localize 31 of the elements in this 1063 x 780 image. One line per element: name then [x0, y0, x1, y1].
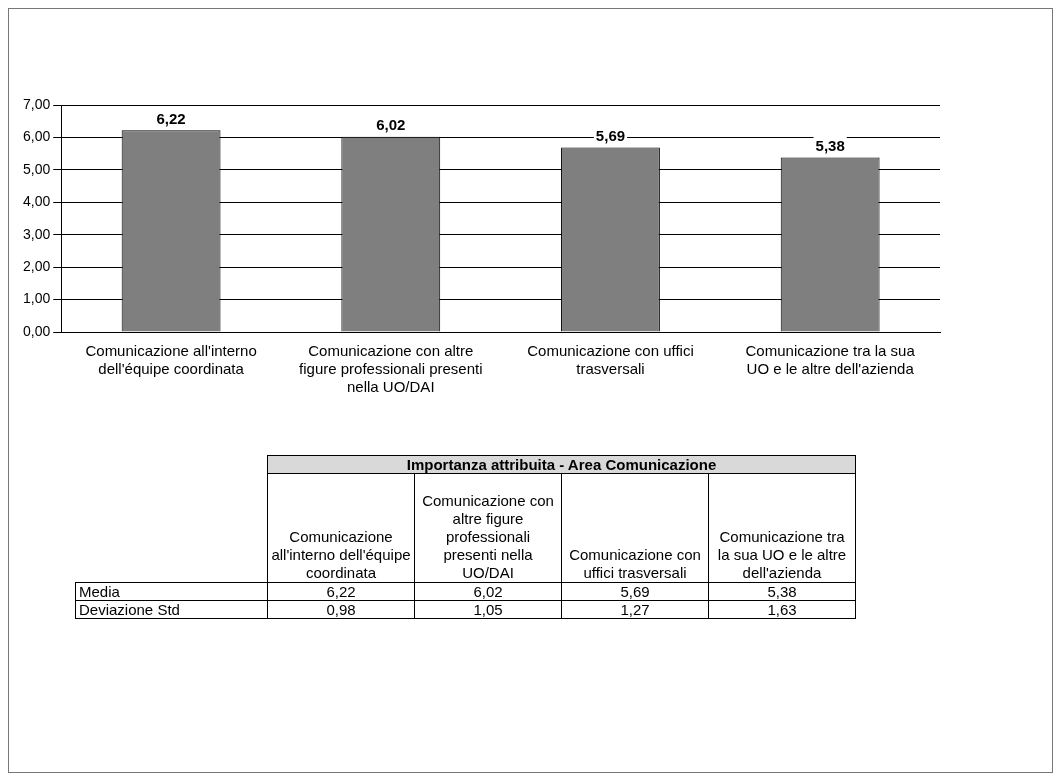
text: Deviazione Std: [75, 600, 268, 619]
text: 1,27: [561, 600, 709, 619]
category-label: Comunicazione con altre figure professionali presenti nella UO/DAI: [422, 492, 554, 581]
x-tick-label: Comunicazione con altre figure professionali presenti nella UO/DAI: [299, 342, 483, 396]
text: 5,38: [767, 583, 797, 600]
text: 6,02: [473, 583, 503, 600]
y-tick-label: 2,00: [23, 258, 51, 274]
category-label: Comunicazione con uffici trasversali: [569, 546, 701, 581]
text: 6,22: [326, 583, 356, 600]
x-tick-label: Comunicazione all'interno dell'équipe coordinata: [85, 342, 257, 378]
text: Importanza attribuita - Area Comunicazione: [267, 455, 856, 474]
y-tick-label: 3,00: [23, 225, 51, 242]
y-tick-label: 7,00: [23, 95, 51, 112]
y-tick-label: 4,00: [23, 193, 51, 210]
text: 5,69: [620, 583, 650, 600]
data-label: 6,22: [156, 109, 186, 127]
x-tick-label: Comunicazione con uffici trasversali: [527, 342, 694, 378]
x-tick-label: Comunicazione tra la sua UO e le altre dell'azienda: [745, 342, 916, 378]
y-tick-label: 5,00: [23, 160, 51, 177]
text: Media: [75, 582, 268, 601]
y-tick-label: 1,00: [23, 290, 51, 307]
y-tick-label: 6,00: [23, 128, 51, 145]
category-label: Comunicazione tra la sua UO e le altre dell'azienda: [717, 528, 847, 581]
text: 1,63: [708, 600, 856, 619]
data-label: 6,02: [376, 116, 406, 134]
y-tick-label: 0,00: [23, 322, 51, 339]
text: 1,05: [414, 600, 562, 619]
data-label: 5,38: [815, 137, 845, 155]
data-label: 5,69: [595, 127, 626, 145]
text: 0,98: [267, 600, 415, 619]
category-label: Comunicazione all'interno dell'équipe coordinata: [271, 528, 411, 581]
